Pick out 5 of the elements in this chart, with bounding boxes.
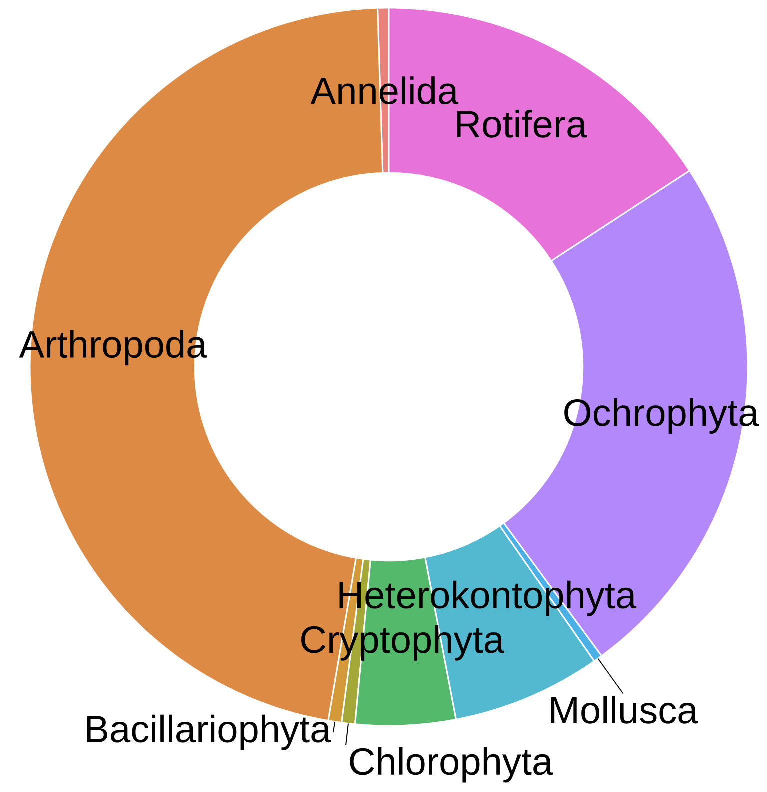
slice-label: Ochrophyta	[564, 398, 760, 434]
slice-label: Rotifera	[457, 110, 588, 138]
slice-label: Chlorophyta	[350, 747, 554, 783]
slice-label: Bacillariophyta	[87, 714, 332, 750]
slice-label: Mollusca	[551, 696, 698, 724]
